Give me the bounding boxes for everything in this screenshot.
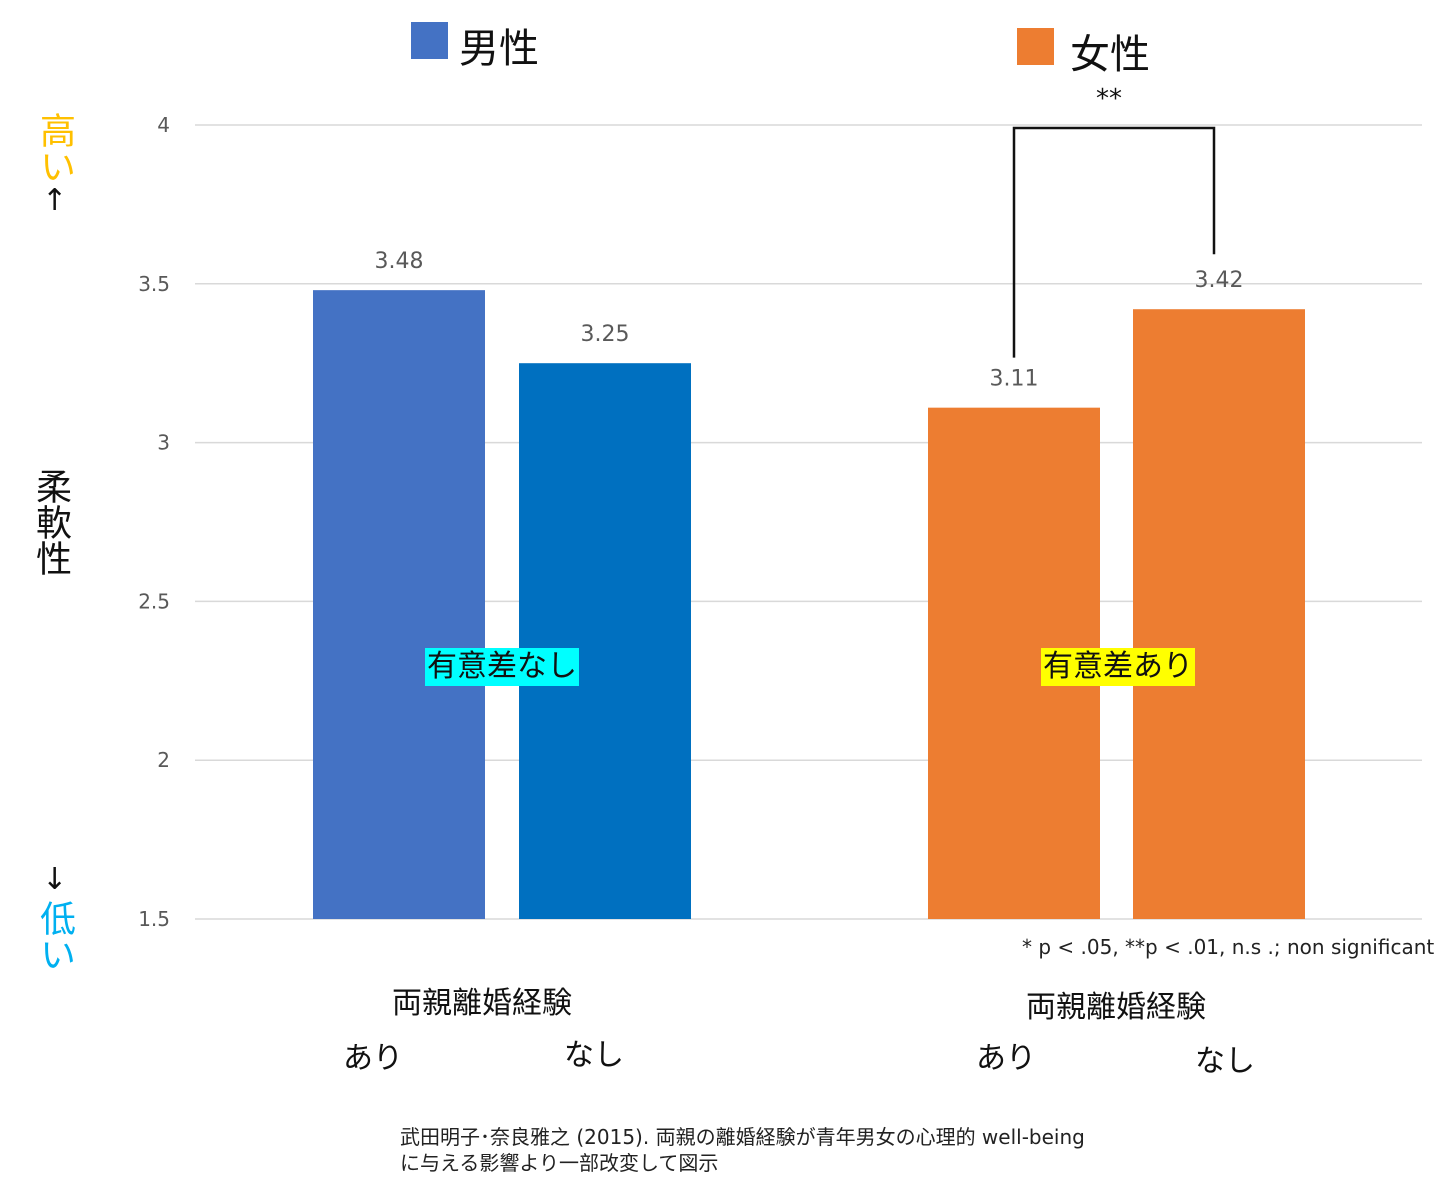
bar: [1133, 309, 1305, 919]
bar: [519, 363, 691, 919]
down-arrow-icon: ↓: [42, 862, 68, 897]
y-tick-label: 1.5: [138, 907, 170, 931]
significance-female: 有意差あり: [1041, 648, 1195, 686]
significance-bracket: [1012, 126, 1216, 358]
bracket-label: **: [1096, 84, 1122, 114]
source-line-1: 武田明子･奈良雅之 (2015). 両親の離婚経験が青年男女の心理的 well-…: [400, 1125, 1085, 1149]
y-high-text: 高い: [34, 112, 75, 184]
data-label: 3.42: [1195, 268, 1244, 293]
up-arrow-icon: ↑: [42, 183, 68, 218]
y-tick-label: 4: [157, 113, 170, 137]
legend-label-female: 女性: [1070, 32, 1150, 78]
legend-swatch-male: [411, 22, 448, 59]
footnote: * p < .05, **p < .01, n.s .; non signifi…: [1022, 935, 1435, 959]
y-tick-label: 2.5: [138, 589, 170, 613]
significance-male: 有意差なし: [425, 648, 579, 686]
source-line-2: に与える影響より一部改変して図示: [400, 1151, 719, 1175]
y-tick-label: 2: [157, 748, 170, 772]
legend-swatch-female: [1017, 28, 1054, 65]
y-axis-title: 柔軟性: [30, 468, 71, 576]
y-low-label: 低い: [34, 900, 75, 981]
group-label-male: 両親離婚経験: [392, 986, 572, 1021]
group-label-female: 両親離婚経験: [1026, 990, 1206, 1025]
bar: [313, 290, 485, 920]
y-tick-label: 3: [157, 431, 170, 455]
data-label: 3.11: [990, 367, 1039, 392]
category-label-male-ari: あり: [343, 1041, 403, 1076]
y-low-text: 低い: [34, 900, 75, 972]
data-label: 3.48: [375, 249, 424, 274]
category-label-male-nashi: なし: [564, 1038, 624, 1073]
legend-label-male: 男性: [459, 26, 539, 72]
source-citation: 武田明子･奈良雅之 (2015). 両親の離婚経験が青年男女の心理的 well-…: [400, 1124, 1085, 1176]
category-label-female-nashi: なし: [1195, 1044, 1255, 1079]
data-label: 3.25: [581, 322, 630, 347]
y-high-label: 高い: [34, 112, 75, 193]
category-label-female-ari: あり: [976, 1041, 1036, 1076]
y-tick-label: 3.5: [138, 272, 170, 296]
